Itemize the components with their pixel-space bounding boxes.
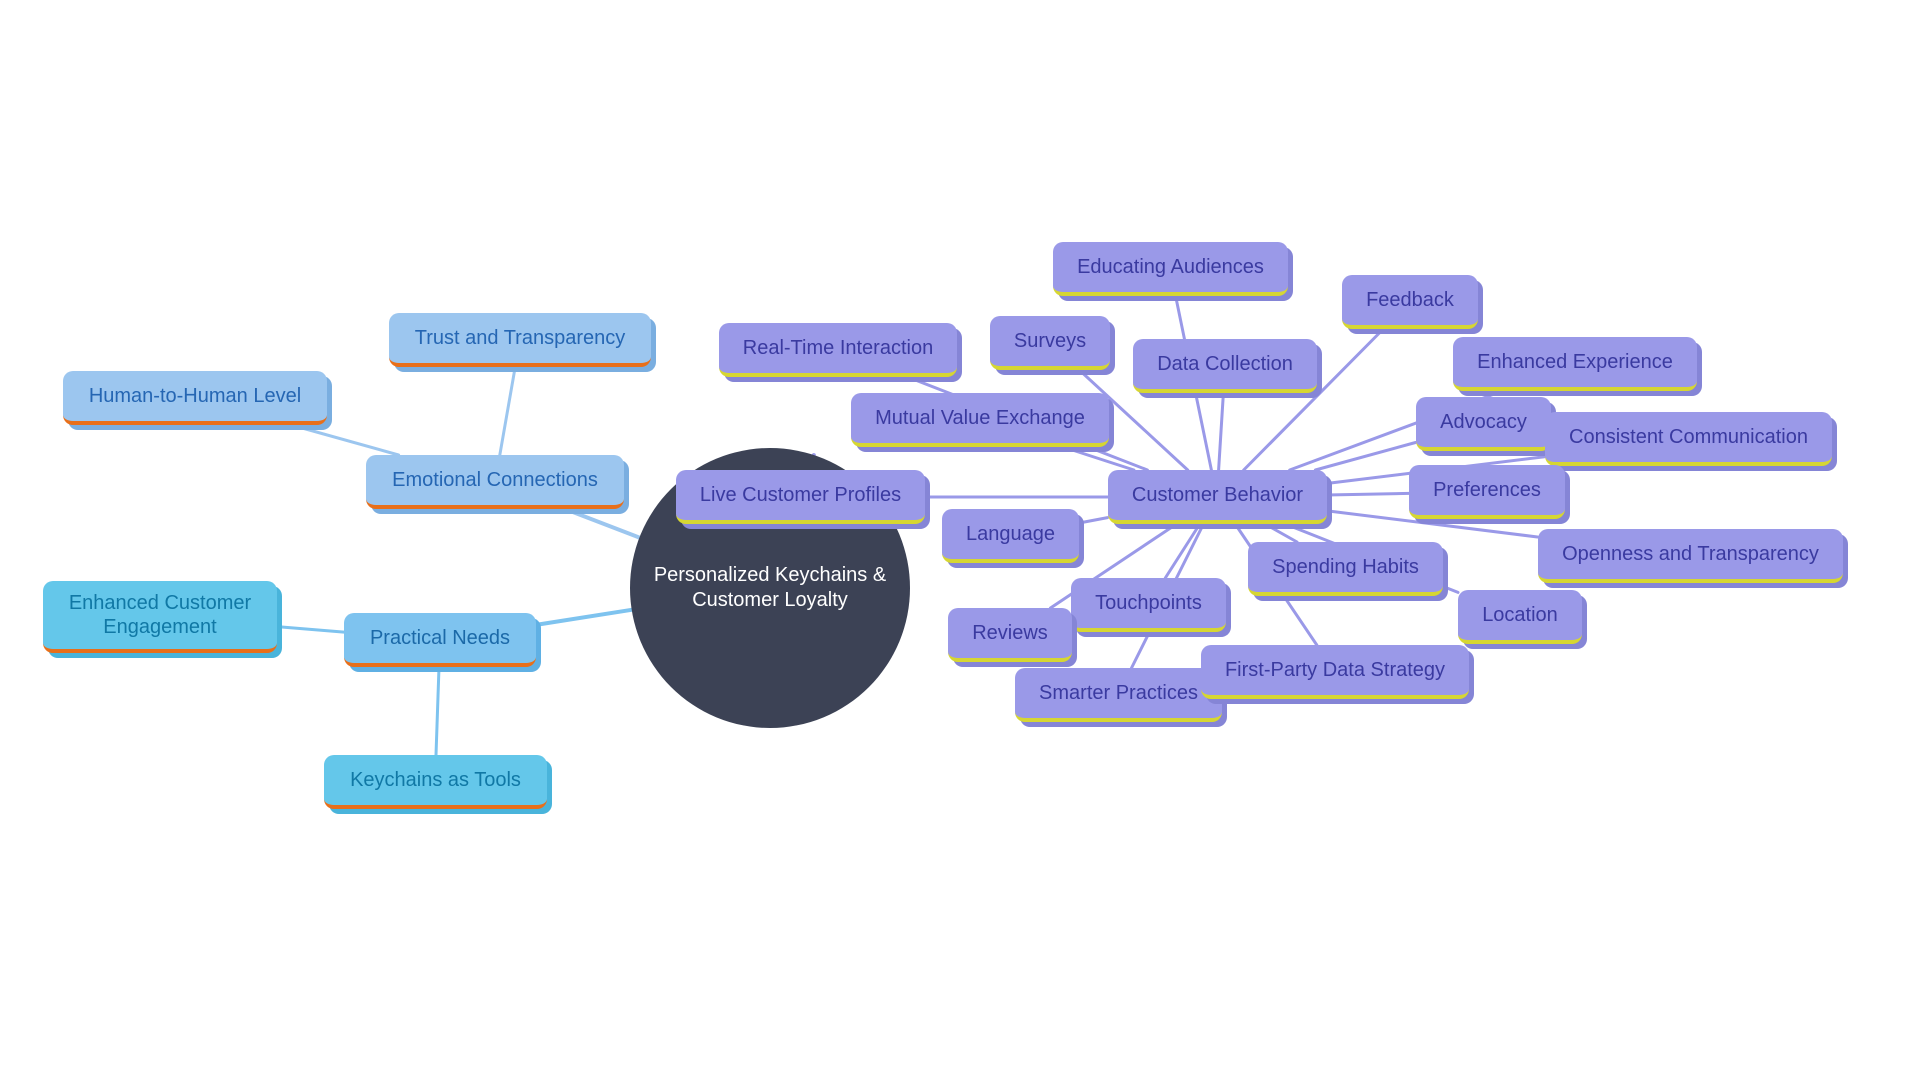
node-mutual: Mutual Value Exchange <box>851 393 1109 447</box>
edge <box>536 610 632 625</box>
node-label: Enhanced Experience <box>1477 351 1673 374</box>
node-label: Advocacy <box>1440 411 1527 434</box>
node-label: Enhanced CustomerEngagement <box>69 591 251 639</box>
node-label: Feedback <box>1366 289 1454 312</box>
node-label: Touchpoints <box>1095 592 1202 615</box>
node-comm: Consistent Communication <box>1545 412 1832 466</box>
node-language: Language <box>942 509 1079 563</box>
node-prefs: Preferences <box>1409 465 1565 519</box>
node-profiles: Live Customer Profiles <box>676 470 925 524</box>
node-openness: Openness and Transparency <box>1538 529 1843 583</box>
edge <box>1315 443 1415 471</box>
edge <box>500 367 515 455</box>
node-label: Surveys <box>1014 330 1086 353</box>
node-spending: Spending Habits <box>1248 542 1443 596</box>
diagram-canvas: Personalized Keychains & Customer Loyalt… <box>0 0 1920 1080</box>
node-label: Location <box>1482 604 1558 627</box>
node-practical: Practical Needs <box>344 613 536 667</box>
node-behavior: Customer Behavior <box>1108 470 1327 524</box>
edge <box>1327 493 1410 495</box>
node-location: Location <box>1458 590 1582 644</box>
node-label: Spending Habits <box>1272 556 1419 579</box>
node-label: Trust and Transparency <box>415 327 625 350</box>
node-label: Keychains as Tools <box>350 769 521 792</box>
node-reviews: Reviews <box>948 608 1072 662</box>
node-label: Human-to-Human Level <box>89 385 301 408</box>
node-touch: Touchpoints <box>1071 578 1226 632</box>
node-engagement: Enhanced CustomerEngagement <box>43 581 277 653</box>
node-label: Reviews <box>972 622 1048 645</box>
node-label: Openness and Transparency <box>1562 543 1819 566</box>
node-label: Practical Needs <box>370 627 510 650</box>
node-realtime: Real-Time Interaction <box>719 323 957 377</box>
edge <box>1219 393 1224 470</box>
node-label: Mutual Value Exchange <box>875 407 1085 430</box>
node-tools: Keychains as Tools <box>324 755 547 809</box>
node-expenh: Enhanced Experience <box>1453 337 1697 391</box>
node-label: Preferences <box>1433 479 1541 502</box>
node-emotional: Emotional Connections <box>366 455 624 509</box>
node-label: Live Customer Profiles <box>700 484 901 507</box>
edge <box>277 627 344 633</box>
node-surveys: Surveys <box>990 316 1110 370</box>
node-h2h: Human-to-Human Level <box>63 371 327 425</box>
node-label: Language <box>966 523 1055 546</box>
node-label: Educating Audiences <box>1077 256 1264 279</box>
node-label: Consistent Communication <box>1569 426 1808 449</box>
node-label: Data Collection <box>1157 353 1293 376</box>
node-feedback: Feedback <box>1342 275 1478 329</box>
node-smarter: Smarter Practices <box>1015 668 1222 722</box>
node-label: Real-Time Interaction <box>743 337 933 360</box>
node-label: Smarter Practices <box>1039 682 1198 705</box>
node-trust: Trust and Transparency <box>389 313 651 367</box>
center-label: Personalized Keychains & Customer Loyalt… <box>650 563 890 613</box>
edge <box>436 667 439 755</box>
edge <box>1165 524 1200 578</box>
node-advocacy: Advocacy <box>1416 397 1551 451</box>
node-educating: Educating Audiences <box>1053 242 1288 296</box>
node-label: Emotional Connections <box>392 469 598 492</box>
node-datacoll: Data Collection <box>1133 339 1317 393</box>
node-firstparty: First-Party Data Strategy <box>1201 645 1469 699</box>
node-label: First-Party Data Strategy <box>1225 659 1445 682</box>
node-label: Customer Behavior <box>1132 484 1303 507</box>
